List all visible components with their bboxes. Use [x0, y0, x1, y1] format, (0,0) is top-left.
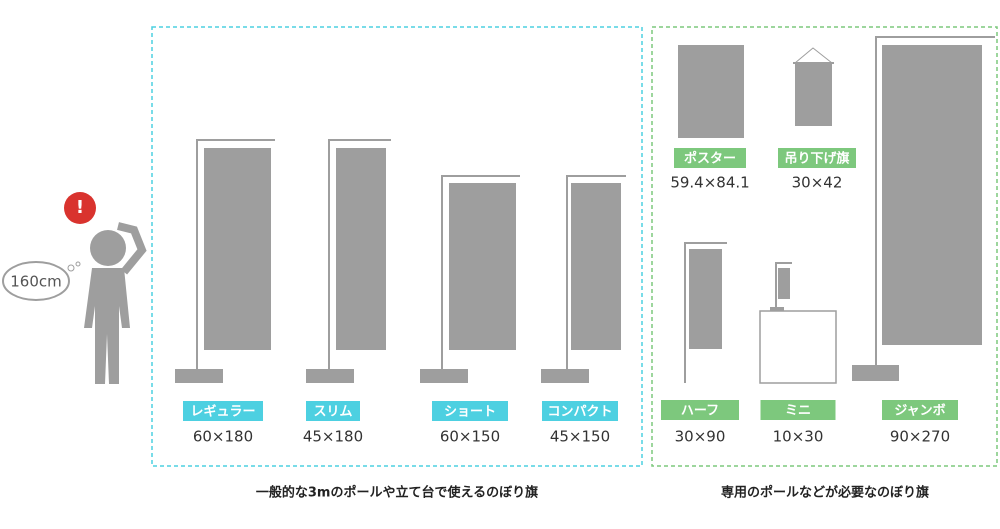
name-badge	[183, 401, 263, 421]
item-name: ミニ	[785, 404, 811, 419]
group-caption: 一般的な3mのポールや立て台で使えるのぼり旗	[256, 485, 538, 501]
item-size: 45×150	[550, 428, 610, 446]
item-size: 30×90	[675, 428, 726, 446]
item-size: 60×150	[440, 428, 500, 446]
item-name: スリム	[313, 405, 352, 420]
name-badge	[882, 400, 958, 420]
item-size: 60×180	[193, 428, 253, 446]
item-name: ショート	[444, 405, 496, 420]
item-name: ハーフ	[681, 404, 719, 419]
name-badge	[306, 401, 360, 421]
name-badge	[674, 148, 746, 168]
name-badge	[661, 400, 739, 420]
item-name: ジャンボ	[894, 403, 945, 419]
item-name: ポスター	[684, 151, 736, 167]
item-size: 45×180	[303, 428, 363, 446]
group-caption: 専用のポールなどが必要なのぼり旗	[721, 485, 929, 501]
item-size: 30×42	[792, 174, 843, 192]
item-name: コンパクト	[547, 405, 612, 420]
flag-illustrations	[175, 36, 995, 384]
person: ! 160cm	[2, 192, 147, 384]
name-badge	[778, 148, 856, 168]
item-size: 59.4×84.1	[670, 174, 749, 192]
group-frame	[151, 26, 643, 467]
alert-icon: !	[76, 197, 84, 218]
name-badge	[432, 401, 508, 421]
item-name: レギュラー	[190, 404, 255, 420]
name-badge	[542, 401, 618, 421]
item-name: 吊り下げ旗	[784, 151, 849, 167]
name-badge	[760, 400, 836, 420]
item-size: 10×30	[773, 428, 824, 446]
item-size: 90×270	[890, 428, 950, 446]
height-label: 160cm	[10, 273, 62, 291]
